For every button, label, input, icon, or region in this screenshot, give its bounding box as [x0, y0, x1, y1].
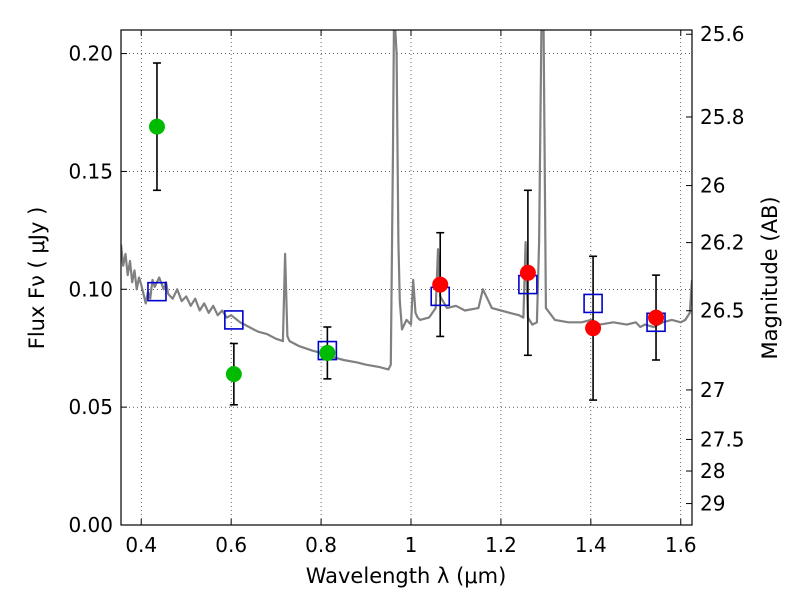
x-tick-label: 1.6: [665, 533, 697, 557]
red-point: [432, 276, 449, 293]
photometry-markers: [147, 118, 666, 383]
x-tick-label: 1.2: [485, 533, 517, 557]
red-point: [648, 309, 665, 326]
plot-background: [121, 30, 692, 525]
x-tick-label: 0.6: [215, 533, 247, 557]
spectrum-line: [121, 30, 692, 371]
right-tick-label: 26.2: [700, 231, 745, 255]
x-axis-label: Wavelength λ (μm): [306, 564, 507, 588]
axis-ticks: 0.4 0.6 0.8 1 1.2 1.4 1.6 0.00 0.05 0.10 0.15 0.20 2…: [68, 22, 744, 557]
right-tick-label: 28: [700, 459, 725, 483]
x-tick-label: 0.8: [305, 533, 337, 557]
x-tick-label: 1: [405, 533, 418, 557]
x-tick-label: 1.4: [575, 533, 607, 557]
model-box-marker: [224, 310, 244, 330]
model-spectrum: [121, 30, 692, 371]
red-point: [585, 320, 602, 337]
y-tick-label: 0.15: [68, 159, 113, 183]
green-point: [225, 366, 242, 383]
model-box-marker: [583, 293, 603, 314]
y-axis-label: Flux Fν ( μJy ): [25, 207, 49, 350]
y-tick-label: 0.10: [68, 277, 113, 301]
right-tick-label: 27: [700, 378, 725, 402]
y-tick-label: 0.05: [68, 395, 113, 419]
green-point: [319, 344, 336, 361]
green-point: [148, 118, 165, 135]
right-tick-label: 25.6: [700, 22, 745, 46]
right-tick-label: 27.5: [700, 427, 745, 451]
y-tick-label: 0.00: [68, 513, 113, 537]
plot-frame: [120, 29, 693, 526]
y-tick-label: 0.20: [68, 42, 113, 66]
grid-lines: [121, 30, 692, 526]
model-box-marker: [147, 281, 167, 302]
red-point: [519, 264, 536, 281]
right-tick-label: 29: [700, 492, 725, 516]
right-tick-label: 26.5: [700, 299, 745, 323]
right-tick-label: 26: [700, 174, 725, 198]
right-axis-label: Magnitude (AB): [758, 196, 782, 359]
x-tick-label: 0.4: [125, 533, 157, 557]
right-tick-label: 25.8: [700, 105, 745, 129]
